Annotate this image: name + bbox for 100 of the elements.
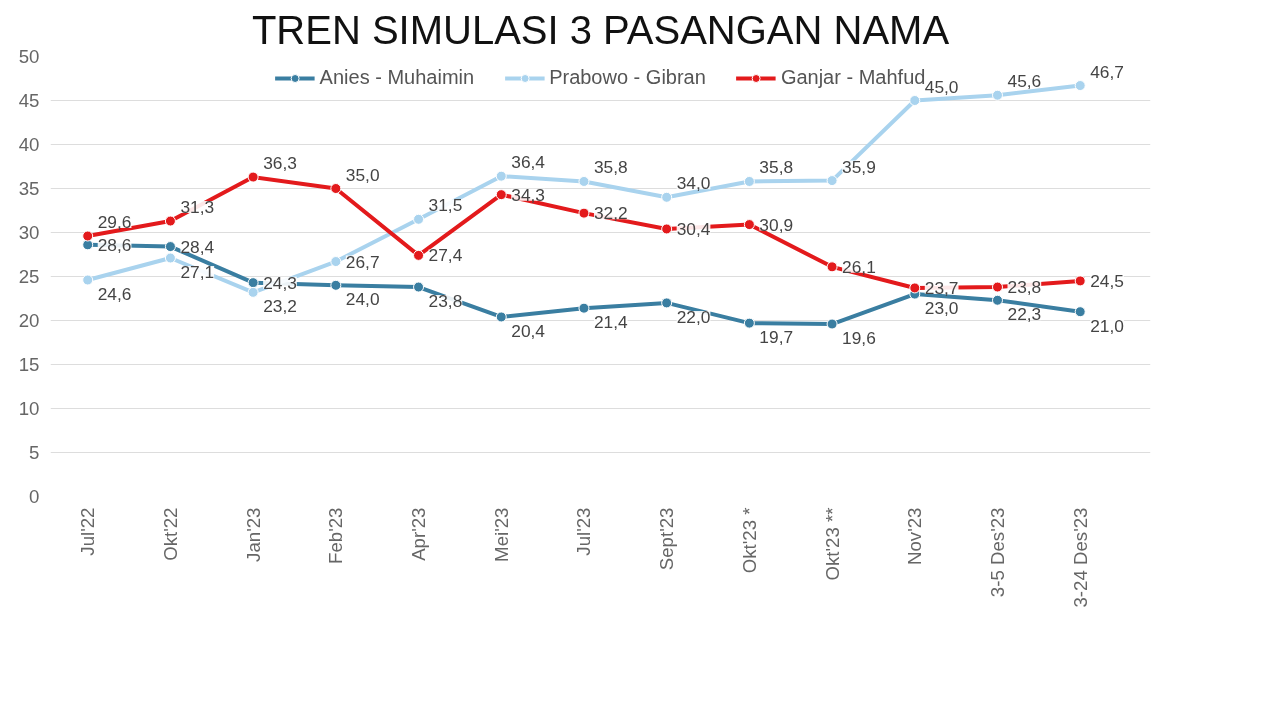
- y-tick-label: 40: [18, 134, 40, 155]
- x-tick-label: Jan'23: [242, 507, 264, 562]
- data-label: 27,1: [180, 262, 215, 283]
- x-tick-label: 3-5 Des'23: [986, 507, 1008, 598]
- data-label: 31,3: [180, 197, 215, 218]
- data-label: 23,8: [428, 291, 463, 312]
- data-label: 32,2: [593, 203, 628, 224]
- data-label: 26,7: [345, 251, 380, 272]
- point: [413, 213, 425, 225]
- data-label: 35,9: [842, 156, 876, 177]
- data-label: 24,6: [97, 284, 132, 305]
- data-label: 19,6: [842, 328, 876, 349]
- point: [413, 281, 425, 293]
- point: [495, 311, 507, 323]
- data-label: 35,0: [345, 164, 380, 185]
- data-label: 23,2: [263, 296, 297, 317]
- point: [495, 170, 507, 182]
- data-label: 23,0: [924, 298, 959, 319]
- data-label: 35,8: [759, 157, 794, 178]
- point: [661, 191, 673, 203]
- data-label: 35,8: [593, 157, 628, 178]
- y-tick-label: 15: [18, 354, 40, 375]
- x-tick-label: Nov'23: [904, 507, 926, 565]
- point: [247, 171, 259, 183]
- point: [991, 281, 1003, 293]
- y-tick-label: 50: [18, 46, 40, 67]
- x-tick-label: Jul'22: [77, 507, 99, 556]
- data-label: 30,4: [676, 218, 711, 239]
- point: [82, 274, 94, 286]
- legend-label: Anies - Muhaimin: [319, 66, 475, 89]
- x-tick-label: Apr'23: [408, 507, 430, 561]
- data-label: 34,0: [676, 173, 711, 194]
- y-tick-label: 35: [18, 178, 40, 199]
- point: [247, 277, 259, 289]
- data-label: 24,0: [345, 289, 380, 310]
- point: [909, 95, 921, 106]
- y-tick-label: 20: [18, 310, 40, 331]
- data-label: 36,4: [511, 152, 546, 173]
- data-label: 34,3: [511, 184, 545, 205]
- data-label: 45,0: [924, 76, 959, 97]
- legend-label: Ganjar - Mahfud: [780, 66, 926, 88]
- y-tick-label: 30: [18, 222, 40, 243]
- point: [743, 175, 755, 187]
- data-label: 22,3: [1007, 304, 1042, 325]
- x-tick-label: Sept'23: [656, 507, 678, 571]
- x-tick-label: Mei'23: [490, 507, 512, 562]
- point: [826, 261, 838, 273]
- point: [330, 279, 342, 291]
- x-tick-label: Jul'23: [573, 507, 595, 556]
- point: [1074, 275, 1086, 287]
- point: [661, 297, 673, 309]
- x-tick-label: Okt'23 **: [821, 507, 843, 581]
- point: [743, 219, 755, 231]
- data-label: 24,3: [263, 272, 297, 293]
- y-tick-label: 25: [18, 266, 40, 287]
- data-label: 28,4: [180, 236, 215, 257]
- point: [247, 286, 259, 298]
- point: [330, 183, 342, 194]
- y-tick-label: 0: [29, 486, 40, 507]
- data-label: 23,8: [1007, 277, 1042, 298]
- data-label: 22,0: [676, 306, 711, 327]
- y-tick-label: 10: [18, 398, 40, 419]
- point: [578, 302, 590, 314]
- legend-label: Prabowo - Gibran: [549, 66, 706, 89]
- point: [743, 317, 755, 329]
- data-label: 19,7: [759, 327, 794, 348]
- data-label: 20,4: [511, 320, 546, 341]
- point: [909, 282, 921, 294]
- point: [164, 215, 176, 227]
- data-label: 46,7: [1090, 61, 1124, 82]
- data-label: 30,9: [759, 214, 794, 235]
- point: [164, 252, 176, 264]
- x-tick-label: Okt'23 *: [738, 507, 760, 574]
- y-tick-label: 45: [18, 90, 40, 111]
- data-label: 29,6: [97, 212, 132, 233]
- y-tick-label: 5: [29, 442, 40, 463]
- data-label: 21,4: [593, 312, 629, 333]
- data-label: 24,5: [1090, 270, 1124, 291]
- point: [991, 294, 1003, 306]
- data-label: 23,7: [924, 277, 959, 298]
- data-label: 36,3: [263, 153, 297, 174]
- point: [1074, 80, 1086, 92]
- point: [578, 207, 590, 219]
- data-label: 21,0: [1090, 315, 1124, 336]
- data-label: 28,6: [97, 234, 132, 255]
- point: [661, 223, 673, 235]
- point: [413, 249, 425, 261]
- point: [991, 89, 1003, 101]
- point: [330, 256, 342, 268]
- point: [578, 175, 590, 187]
- data-label: 31,5: [428, 195, 463, 216]
- point: [826, 318, 838, 330]
- x-tick-label: Feb'23: [325, 507, 347, 564]
- data-label: 45,6: [1007, 71, 1042, 92]
- point: [82, 230, 94, 242]
- data-label: 26,1: [842, 256, 876, 277]
- point: [1074, 306, 1086, 318]
- x-tick-label: 3-24 Des'23: [1069, 507, 1091, 608]
- data-label: 27,4: [428, 245, 463, 266]
- x-tick-label: Okt'22: [159, 507, 181, 561]
